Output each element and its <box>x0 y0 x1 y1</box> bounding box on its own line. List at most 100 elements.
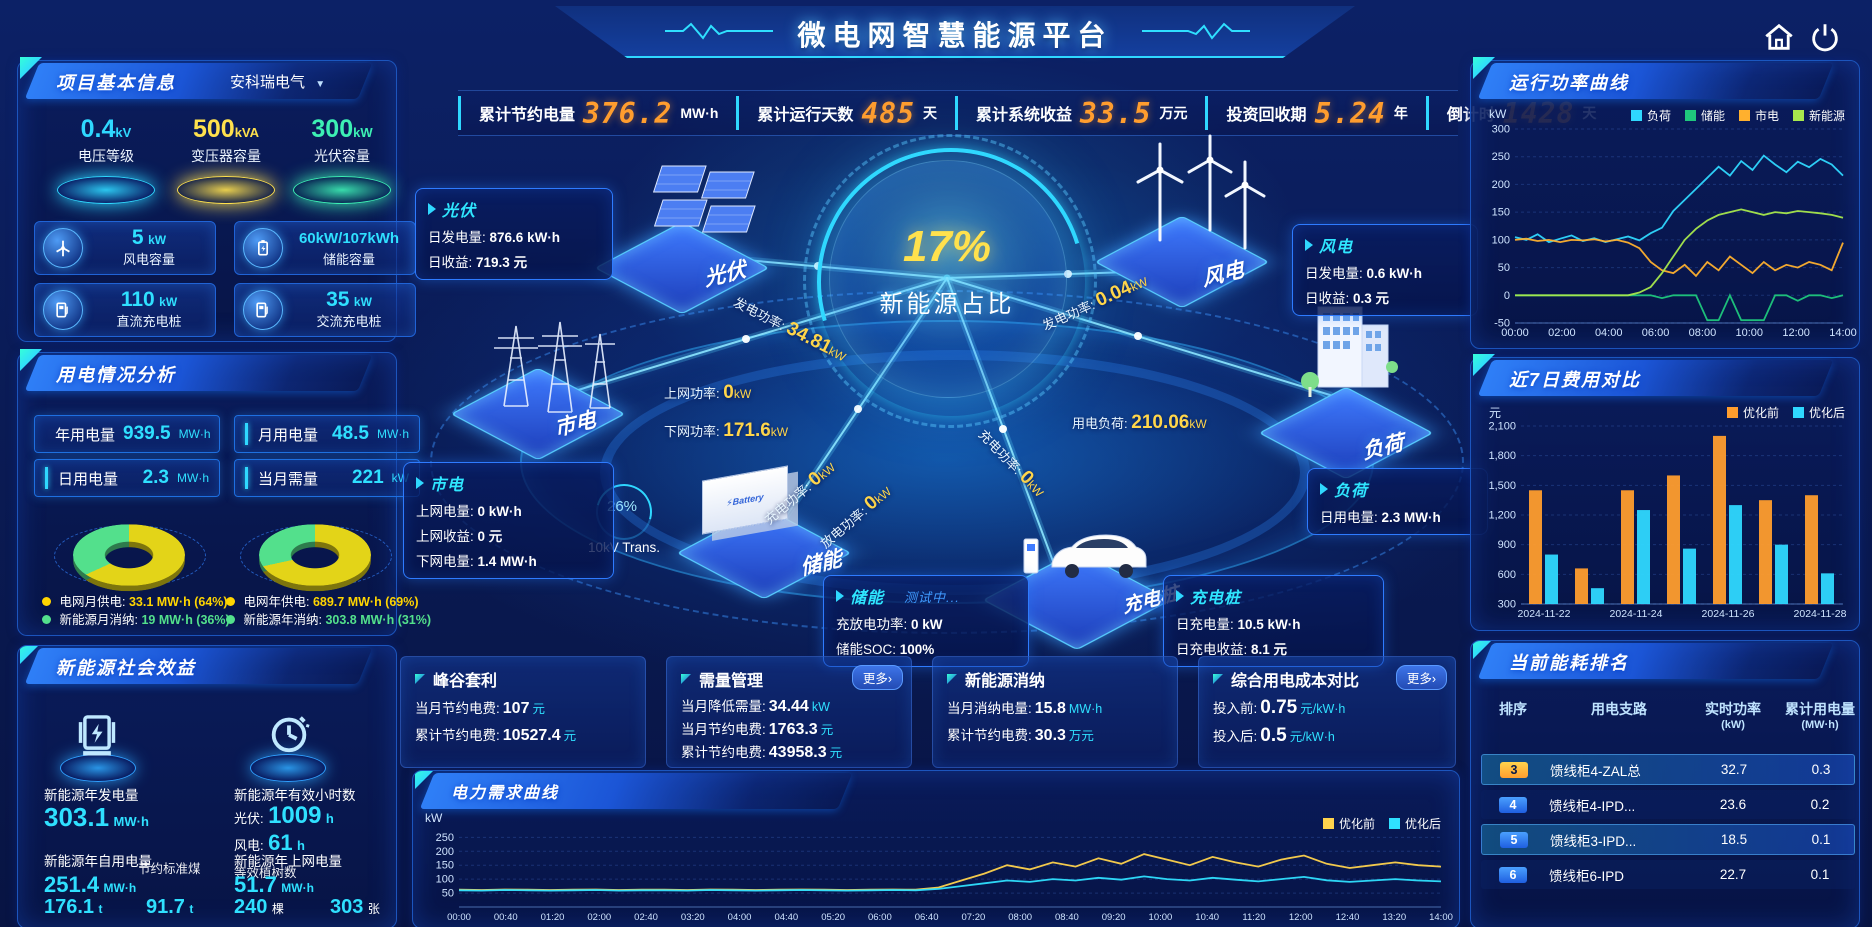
legend-renewable-month: 新能源月消纳: 19 MW·h (36%) <box>42 609 230 628</box>
flow-grid-up: 上网功率: 0kW <box>664 382 752 403</box>
podium-voltage: 0.4kV 电压等级 <box>46 115 166 204</box>
metric-year-usage: 年用电量 939.5 MW·h <box>34 415 220 453</box>
generation-icon <box>78 715 116 756</box>
power-chart: -50 0 50 100 150 200 250 300 00:00 02:00 04:00 06:0… <box>1492 124 1857 340</box>
ranking-table-row[interactable]: 4 馈线柜4-IPD... 23.6 0.2 <box>1481 790 1855 819</box>
chevron-icon <box>1305 239 1313 251</box>
cost-more-button[interactable]: 更多› <box>1395 665 1447 690</box>
legend-item[interactable]: 优化后 <box>1388 815 1441 832</box>
chevron-right-icon: › <box>887 672 892 686</box>
svg-text:150: 150 <box>1492 207 1510 219</box>
svg-text:13:20: 13:20 <box>1382 912 1406 923</box>
stat-payback-period: 投资回收期 5.24 年 <box>1205 96 1425 130</box>
charger-info-card: 充电桩 日充电量: 10.5 kW·h 日充电收益: 8.1 元 <box>1163 575 1384 667</box>
demand-chart: 50 100 150 200 250 00:00 00:40 01:20 02:00 02:40 0… <box>436 832 1453 923</box>
power-button[interactable] <box>1808 20 1842 54</box>
chevron-down-icon: ▼ <box>315 79 326 90</box>
svg-text:300: 300 <box>1492 124 1510 136</box>
demand-more-button[interactable]: 更多› <box>851 665 903 690</box>
chevron-icon <box>416 477 424 489</box>
social-benefit-panel: 新能源社会效益 新能源年发电量 303.1 MW·h 新能源 <box>17 645 397 927</box>
transmission-towers-icon <box>494 321 615 413</box>
ranking-table-row[interactable]: 3 馈线柜4-ZAL总 32.7 0.3 <box>1481 754 1855 785</box>
svg-text:300: 300 <box>1498 599 1516 611</box>
trees-value: 240 棵 <box>234 896 284 918</box>
card-title: 需量管理 <box>681 667 897 691</box>
legend-swatch <box>1726 407 1738 418</box>
legend-item[interactable]: 优化前 <box>1322 815 1375 832</box>
legend-item[interactable]: 优化前 <box>1726 404 1779 421</box>
legend-item[interactable]: 优化后 <box>1792 404 1845 421</box>
power-curve-header: 运行功率曲线 <box>1471 57 1859 101</box>
podium-transformer: 500kVA 变压器容量 <box>166 115 286 204</box>
card-title: 综合用电成本对比 <box>1213 667 1441 691</box>
realtime-power: 22.7 <box>1719 867 1747 882</box>
svg-text:02:00: 02:00 <box>587 912 611 923</box>
svg-text:08:00: 08:00 <box>1689 327 1717 339</box>
legend-grid-month: 电网月供电: 33.1 MW·h (64%) <box>42 591 228 610</box>
card-title: 峰谷套利 <box>415 667 631 691</box>
renewable-share-label: 新能源占比 <box>879 291 1015 318</box>
rank-badge: 4 <box>1499 796 1527 813</box>
podium-pv-capacity: 300kW 光伏容量 <box>282 115 402 204</box>
svg-text:200: 200 <box>436 846 454 858</box>
project-info-panel: 项目基本信息 安科瑞电气 ▼ 0.4kV 电压等级 500kVA 变压器容量 3… <box>17 57 416 342</box>
generation-pedestal <box>52 706 142 784</box>
flow-load: 用电负荷: 210.06kW <box>1072 412 1207 433</box>
annual-hours-label: 新能源年有效小时数 <box>234 788 356 803</box>
branch-name: 馈线柜4-IPD... <box>1549 798 1636 814</box>
svg-text:11:20: 11:20 <box>1242 912 1265 923</box>
solar-panels-icon <box>652 165 756 233</box>
ev-car-icon <box>1023 534 1147 578</box>
legend-item[interactable]: 市电 <box>1738 107 1779 124</box>
rank-badge: 6 <box>1499 866 1527 883</box>
wind-turbines-icon <box>1136 134 1266 250</box>
pv-hours-value: 光伏: 1009 h <box>234 802 334 829</box>
certs-value: 303 张 <box>330 896 380 918</box>
svg-text:200: 200 <box>1492 179 1510 191</box>
svg-text:2024-11-24: 2024-11-24 <box>1610 608 1663 620</box>
legend-dot <box>42 597 51 606</box>
svg-text:08:40: 08:40 <box>1055 912 1079 923</box>
rank-badge: 5 <box>1500 831 1528 848</box>
grid-node: 市电 <box>450 300 640 461</box>
power-icon <box>1812 24 1838 52</box>
svg-text:100: 100 <box>1492 234 1510 246</box>
realtime-power: 32.7 <box>1720 762 1748 777</box>
trees-label: 等效植树数 <box>234 866 297 880</box>
renewable-consumption-card: 新能源消纳 当月消纳电量: 15.8 MW·h 累计节约电费: 30.3 万元 <box>932 656 1178 768</box>
cost-chart: 300 600 900 1,200 1,500 1,800 2,100 2024-11-22 2… <box>1488 421 1846 621</box>
ranking-table-row[interactable]: 5 馈线柜3-IPD... 18.5 0.1 <box>1481 824 1855 855</box>
svg-text:2024-11-26: 2024-11-26 <box>1702 608 1755 620</box>
chevron-icon <box>1320 483 1328 495</box>
capacity-ac-charger: 35 kW 交流充电桩 <box>234 283 416 337</box>
capacity-storage: 60kW/107kWh 储能容量 <box>234 221 416 275</box>
month-donut-chart <box>73 524 185 592</box>
company-dropdown[interactable]: 安科瑞电气 ▼ <box>230 74 326 91</box>
svg-text:12:40: 12:40 <box>1336 912 1360 923</box>
ranking-table-row[interactable]: 6 馈线柜6-IPD 22.7 0.1 <box>1481 860 1855 889</box>
svg-text:14:00: 14:00 <box>1829 327 1857 339</box>
legend-item[interactable]: 新能源 <box>1792 107 1845 124</box>
hours-pedestal <box>242 706 332 784</box>
wind-node: 风电 <box>1090 130 1290 310</box>
svg-text:2,100: 2,100 <box>1488 421 1516 433</box>
legend-item[interactable]: 储能 <box>1684 107 1725 124</box>
panel-title: 新能源社会效益 <box>56 658 196 678</box>
svg-text:00:00: 00:00 <box>447 912 471 923</box>
rank-badge: 3 <box>1500 761 1528 778</box>
svg-text:04:00: 04:00 <box>728 912 752 923</box>
svg-text:12:00: 12:00 <box>1782 327 1810 339</box>
svg-text:150: 150 <box>436 860 454 872</box>
demand-curve-header: 电力需求曲线 <box>413 771 1459 811</box>
wind-info-card: 风电 日发电量: 0.6 kW·h 日收益: 0.3 元 <box>1292 224 1478 316</box>
svg-text:10:00: 10:00 <box>1149 912 1173 923</box>
legend-item[interactable]: 负荷 <box>1630 107 1671 124</box>
home-button[interactable] <box>1762 20 1796 54</box>
card-title: 新能源消纳 <box>947 667 1163 691</box>
svg-text:02:40: 02:40 <box>634 912 658 923</box>
svg-text:100: 100 <box>436 874 454 886</box>
ranking-table-body: 3 馈线柜4-ZAL总 32.7 0.3 4 馈线柜4-IPD... 23.6 0.2 5 馈线柜… <box>1481 749 1855 889</box>
realtime-power: 18.5 <box>1720 832 1748 847</box>
pv-node: 光伏 <box>594 160 790 320</box>
